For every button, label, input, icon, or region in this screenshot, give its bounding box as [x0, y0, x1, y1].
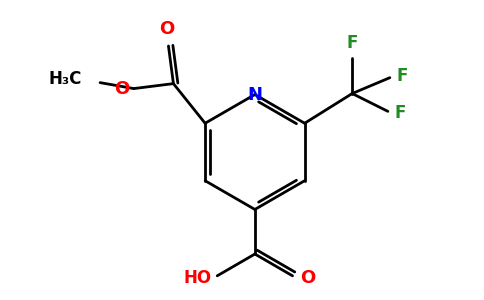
Text: H₃C: H₃C: [49, 70, 82, 88]
Text: F: F: [347, 34, 358, 52]
Text: O: O: [115, 80, 130, 98]
Text: O: O: [159, 20, 174, 38]
Text: F: F: [395, 104, 406, 122]
Text: F: F: [397, 67, 408, 85]
Text: O: O: [301, 269, 316, 287]
Text: N: N: [247, 85, 262, 103]
Text: HO: HO: [183, 269, 212, 287]
